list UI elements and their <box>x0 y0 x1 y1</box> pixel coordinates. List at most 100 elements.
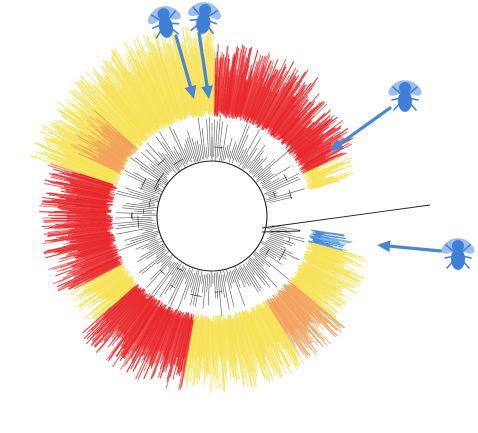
tree-branch <box>184 143 192 163</box>
tree-branch <box>168 261 175 270</box>
tree-branch <box>206 273 209 292</box>
tree-branch <box>176 267 184 272</box>
tree-branch <box>219 274 223 294</box>
fly-icon <box>188 2 221 35</box>
clade-yellow-upper <box>99 22 216 138</box>
tree-branch <box>141 251 170 274</box>
tree-branch <box>177 267 194 311</box>
tree-branch <box>154 183 160 192</box>
tree-branch <box>248 158 261 173</box>
tree-branch <box>249 150 264 169</box>
tree-inner-ring <box>156 160 268 272</box>
tree-branch <box>142 230 154 234</box>
tree-branch <box>278 249 286 261</box>
tree-branch <box>228 141 236 163</box>
tree-branch <box>258 250 268 258</box>
tree-branch <box>146 246 166 260</box>
tree-branch <box>191 137 199 163</box>
tree-branch <box>141 152 167 176</box>
tree-branch <box>214 272 216 299</box>
tree-branch <box>135 237 162 250</box>
tree-branch <box>167 261 173 268</box>
clade-red-bottom <box>82 283 195 391</box>
tree-branch <box>174 267 185 286</box>
tree-branch <box>148 238 157 242</box>
tree-branch <box>288 189 292 200</box>
tree-branch <box>165 153 180 173</box>
tree-branch <box>183 148 190 162</box>
tree-branch <box>138 252 165 274</box>
tree-branch <box>126 203 158 209</box>
clade-yellow-highlight-right <box>302 156 354 190</box>
tree-branch <box>148 244 160 251</box>
tree-branch <box>171 263 180 276</box>
tree-branch <box>173 146 186 168</box>
tree-branch <box>117 226 156 235</box>
tree-branch <box>266 188 305 201</box>
tree-branch <box>159 263 182 298</box>
tree-branch <box>206 119 209 157</box>
tree-branch <box>157 151 176 173</box>
tree-branch <box>259 249 282 265</box>
tree-branch <box>242 266 259 293</box>
tree-branch <box>219 145 223 162</box>
tree-branch <box>261 180 271 187</box>
tree-branch <box>115 212 156 215</box>
fly-icon <box>148 6 181 39</box>
tree-branch <box>205 147 208 160</box>
tree-branch <box>160 161 172 173</box>
tree-branch <box>168 126 188 165</box>
tree-branch <box>147 142 173 172</box>
tree-branch <box>256 171 271 183</box>
tree-branch <box>146 260 172 288</box>
tree-branch <box>161 255 170 263</box>
tree-branch <box>259 252 267 259</box>
tree-branch <box>241 137 262 168</box>
tree-branch <box>257 150 289 178</box>
tree-branch <box>208 116 211 157</box>
tree-branch <box>201 274 204 285</box>
tree-branch <box>140 243 164 258</box>
tree-branch <box>186 137 196 163</box>
tree-branch <box>248 260 271 288</box>
tree-branch <box>162 141 181 168</box>
tree-branch <box>155 136 181 171</box>
tree-branch <box>267 192 278 197</box>
tree-branch <box>226 137 233 158</box>
tree-branch <box>137 215 140 229</box>
tree-branch <box>247 262 266 286</box>
tree-branch <box>233 270 241 288</box>
tree-branch <box>111 220 155 225</box>
tree-branch <box>157 158 166 166</box>
tree-branch <box>234 125 250 161</box>
clade-orange-lower <box>265 280 346 359</box>
tree-branch <box>151 262 177 295</box>
tree-branch <box>190 273 195 288</box>
tree-branch <box>242 147 258 170</box>
tree-branch <box>265 190 277 196</box>
tree-branch <box>251 157 268 174</box>
tree-branch <box>228 150 232 159</box>
tree-branch <box>143 191 160 198</box>
tree-branch <box>141 241 159 250</box>
tree-branch <box>142 201 156 205</box>
tree-branch <box>160 254 173 267</box>
tree-branch <box>247 144 266 169</box>
tree-branch <box>170 271 187 306</box>
tree-branch <box>122 205 154 210</box>
tree-branch <box>161 152 175 169</box>
clade-orange-upper-left <box>70 109 139 174</box>
tree-branch <box>201 128 206 158</box>
tree-branch <box>245 265 262 289</box>
tree-branch <box>153 178 161 189</box>
tree-branch <box>207 274 210 306</box>
clade-yellow-lower-right <box>287 241 367 319</box>
tree-branch <box>217 272 223 317</box>
tree-branch <box>184 270 191 285</box>
tree-branch <box>125 234 158 246</box>
pointer-arrow <box>330 106 392 151</box>
outgroup-branch <box>261 204 431 233</box>
tree-branch <box>173 129 189 162</box>
tree-branch <box>260 173 275 184</box>
